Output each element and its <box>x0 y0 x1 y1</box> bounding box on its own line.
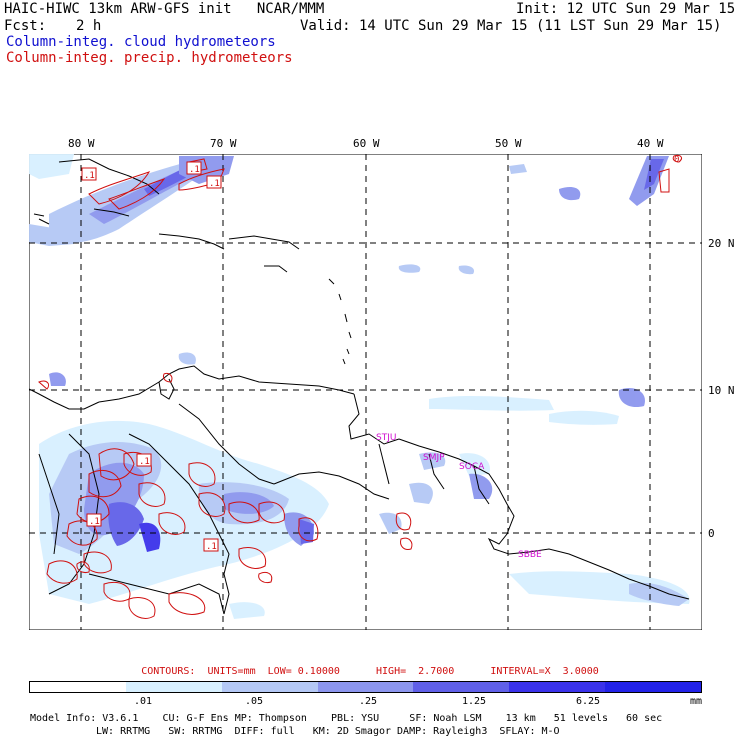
plot-title: HAIC-HIWC 13km ARW-GFS init NCAR/MMM <box>4 1 325 17</box>
forecast-hour: 2 h <box>76 18 102 34</box>
color-bin <box>221 682 318 692</box>
cloud-field-title: Column-integ. cloud hydrometeors <box>6 34 276 50</box>
colorbar-units: mm <box>690 696 703 707</box>
graticule <box>29 154 702 630</box>
station-label-stju: STJU <box>376 433 396 443</box>
contour-label: .1 <box>139 457 150 467</box>
contour-label: .1 <box>84 171 95 181</box>
colorbar-label: 1.25 <box>462 696 487 707</box>
contour-box <box>86 513 102 527</box>
contour-label-group: .1 .1 .1 .1 .1 .1 0 <box>81 155 679 552</box>
color-bin <box>605 682 702 692</box>
contour-label: .1 <box>89 517 100 527</box>
station-label-smjp: SMJP <box>423 453 445 463</box>
color-bin <box>30 682 126 692</box>
map-panel: .1 .1 .1 .1 .1 .1 0 STJU SMJP SOCA SBBE <box>29 154 702 630</box>
colorbar-label: 6.25 <box>576 696 601 707</box>
contour-info: CONTOURS: UNITS=mm LOW= 0.10000 HIGH= 2.… <box>141 666 599 677</box>
contour-label: .1 <box>189 165 200 175</box>
lat-label-equator: 0 <box>708 527 715 540</box>
contour-box <box>206 175 222 189</box>
color-bin <box>509 682 606 692</box>
lon-label-60w: 60 W <box>353 137 380 150</box>
station-label-sbbe: SBBE <box>518 550 542 560</box>
color-bin <box>125 682 222 692</box>
cloud-shading <box>29 154 690 619</box>
lon-label-50w: 50 W <box>495 137 522 150</box>
contour-box <box>81 167 97 181</box>
colorbar-label: .05 <box>245 696 264 707</box>
precip-field-title: Column-integ. precip. hydrometeors <box>6 50 293 66</box>
color-bin <box>317 682 414 692</box>
coastlines <box>29 158 690 615</box>
init-time: Init: 12 UTC Sun 29 Mar 15 <box>516 1 736 17</box>
model-info-line1: Model Info: V3.6.1 CU: G-F Ens MP: Thomp… <box>30 713 663 724</box>
colorbar-label: .25 <box>359 696 378 707</box>
station-labels: STJU SMJP SOCA SBBE <box>376 433 542 560</box>
lon-label-40w: 40 W <box>637 137 664 150</box>
contour-box <box>136 453 152 467</box>
model-info-line2: LW: RRTMG SW: RRTMG DIFF: full KM: 2D Sm… <box>96 726 560 737</box>
colorbar-label: .01 <box>134 696 153 707</box>
contour-label: .1 <box>209 179 220 189</box>
lat-label-10n: 10 N <box>708 384 735 397</box>
lon-label-70w: 70 W <box>210 137 237 150</box>
precip-contours <box>38 155 682 619</box>
contour-box <box>203 538 219 552</box>
forecast-label: Fcst: <box>4 18 47 34</box>
color-bin <box>413 682 510 692</box>
contour-label: 0 <box>674 155 679 165</box>
lon-label-80w: 80 W <box>68 137 95 150</box>
contour-label: .1 <box>206 542 217 552</box>
contour-box <box>186 161 202 175</box>
color-bar <box>29 681 702 693</box>
lat-label-20n: 20 N <box>708 237 735 250</box>
station-label-soca: SOCA <box>459 462 485 472</box>
valid-time: Valid: 14 UTC Sun 29 Mar 15 (11 LST Sun … <box>300 18 722 34</box>
